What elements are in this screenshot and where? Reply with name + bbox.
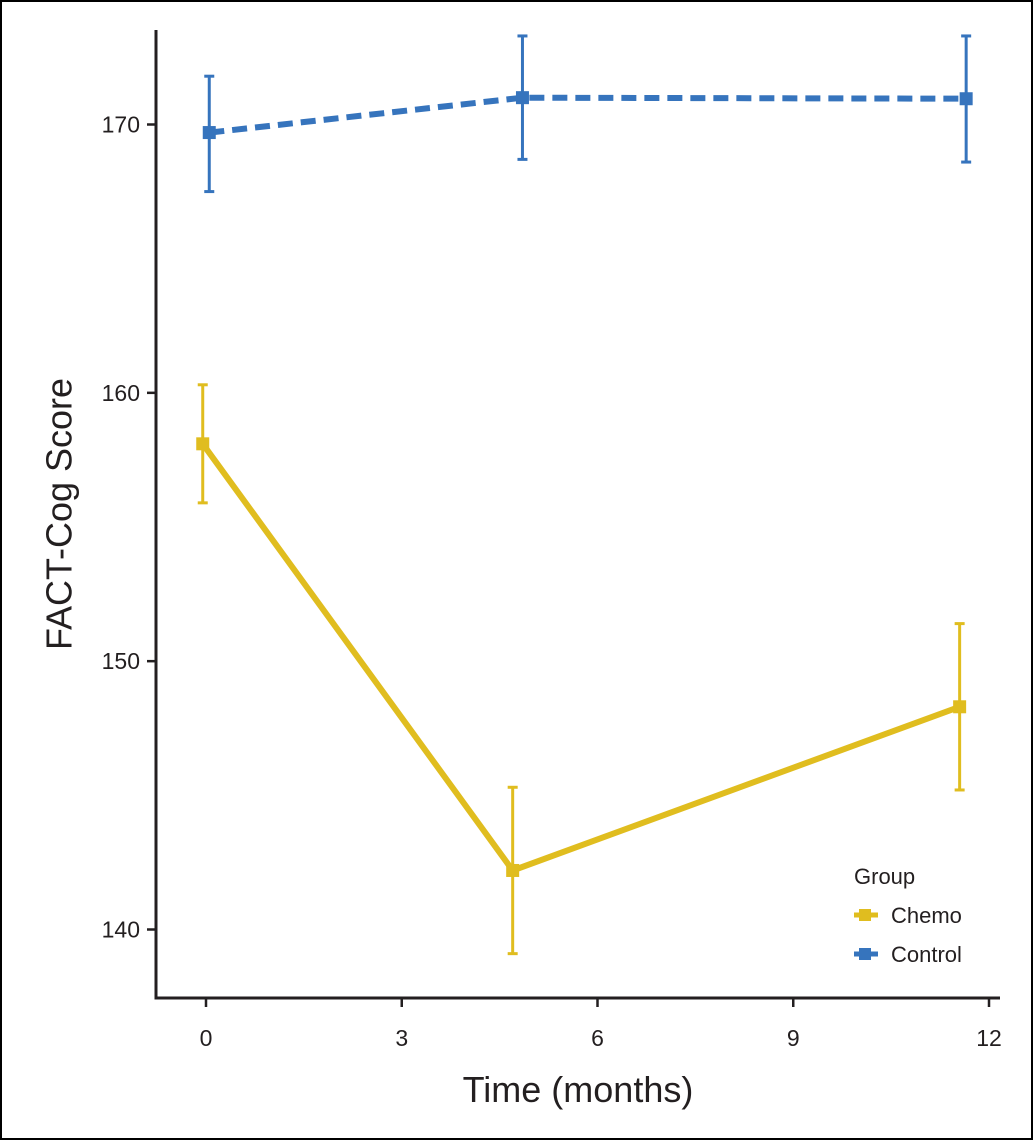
- control-line: [208, 94, 967, 136]
- chemo-line: [200, 442, 961, 875]
- chemo-point: [953, 700, 967, 714]
- legend: Group Chemo Control: [854, 864, 962, 967]
- y-tick-label: 160: [102, 380, 140, 406]
- control-point: [959, 92, 973, 106]
- legend-swatch-marker: [859, 909, 871, 921]
- x-tick-label: 6: [591, 1025, 604, 1051]
- chemo-point: [196, 437, 210, 451]
- legend-swatch-marker: [859, 948, 871, 960]
- y-tick-label: 150: [102, 648, 140, 674]
- legend-label: Control: [891, 942, 962, 967]
- x-tick-label: 12: [976, 1025, 1002, 1051]
- axes: 140 150 160 170 0 3 6 9 12: [102, 30, 1002, 1051]
- control-series: [202, 34, 973, 194]
- y-axis-title: FACT-Cog Score: [39, 378, 80, 650]
- legend-item-control: Control: [854, 942, 962, 967]
- legend-item-chemo: Chemo: [854, 903, 962, 928]
- x-tick-label: 9: [787, 1025, 800, 1051]
- control-point: [515, 91, 529, 105]
- y-tick-label: 170: [102, 112, 140, 138]
- y-tick-label: 140: [102, 917, 140, 943]
- x-tick-label: 0: [200, 1025, 213, 1051]
- x-axis-title: Time (months): [463, 1069, 694, 1110]
- x-tick-label: 3: [395, 1025, 408, 1051]
- control-point: [202, 126, 216, 140]
- legend-label: Chemo: [891, 903, 962, 928]
- series-layer: [196, 34, 973, 956]
- legend-title: Group: [854, 864, 915, 889]
- chemo-point: [506, 863, 520, 877]
- chemo-series: [196, 383, 967, 956]
